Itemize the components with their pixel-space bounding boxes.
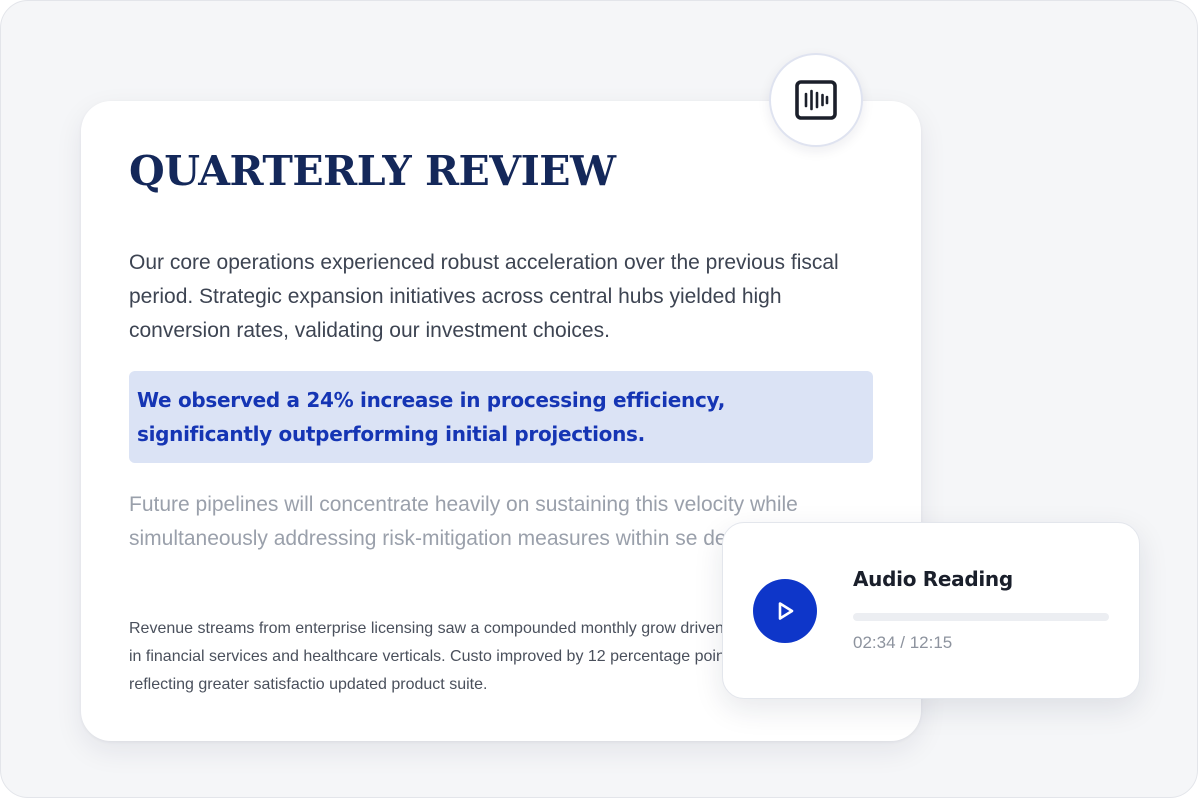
audio-waveform-icon bbox=[795, 80, 837, 120]
audio-time-display: 02:34 / 12:15 bbox=[853, 633, 953, 652]
document-title: QUARTERLY REVIEW bbox=[129, 147, 616, 195]
play-button[interactable] bbox=[753, 579, 817, 643]
audio-player-card: Audio Reading 02:34 / 12:15 bbox=[722, 522, 1140, 699]
audio-player-title: Audio Reading bbox=[853, 567, 1013, 591]
paragraph-details: Revenue streams from enterprise licensin… bbox=[129, 620, 863, 693]
paragraph-intro: Our core operations experienced robust a… bbox=[129, 251, 839, 342]
document-card: QUARTERLY REVIEW Our core operations exp… bbox=[81, 101, 921, 741]
highlighted-sentence: We observed a 24% increase in processing… bbox=[129, 371, 873, 463]
audio-reader-toggle-button[interactable] bbox=[769, 53, 863, 147]
play-icon bbox=[778, 602, 794, 620]
highlighted-sentence-text: We observed a 24% increase in processing… bbox=[137, 388, 725, 446]
audio-progress-bar[interactable] bbox=[853, 613, 1109, 621]
paragraph-upcoming: Future pipelines will concentrate heavil… bbox=[129, 493, 826, 550]
